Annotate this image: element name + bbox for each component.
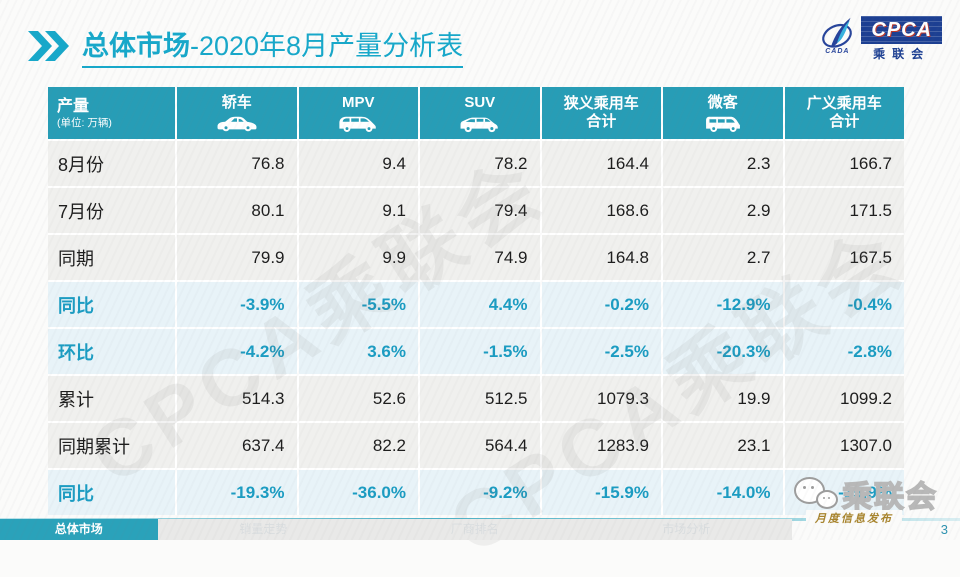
cell-value: 74.9: [420, 235, 540, 280]
cpca-logo: CADA CPCA 乘联会: [816, 16, 942, 62]
mpv-icon: [336, 114, 380, 133]
row-label: 同期累计: [48, 423, 175, 468]
cell-value: -2.5%: [541, 329, 661, 374]
cell-value: 78.2: [420, 141, 540, 186]
cpca-swoosh-icon: CADA: [816, 16, 858, 62]
cell-value: 167.5: [784, 235, 904, 280]
sedan-icon: [215, 114, 259, 133]
column-header-label: 广义乘用车: [806, 95, 882, 112]
table-header-total: 广义乘用车 合计: [784, 87, 904, 139]
cell-value: 637.4: [177, 423, 297, 468]
cpca-logo-text: CPCA 乘联会: [861, 16, 942, 62]
footer-tab-1[interactable]: 总体市场: [0, 519, 158, 540]
cell-value: 19.9: [663, 376, 783, 421]
cell-value: 9.4: [298, 141, 418, 186]
cell-value: 79.4: [420, 188, 540, 233]
footer-tab-bar: 总体市场 销量走势 厂商排名 市场分析: [0, 519, 792, 540]
cell-value: 76.8: [177, 141, 297, 186]
page-number: 3: [940, 522, 948, 537]
wechat-account-label: 乘联会: [841, 480, 938, 515]
cell-value: -15.9%: [541, 470, 661, 515]
cpca-label: CPCA: [861, 16, 942, 44]
cell-value: -0.2%: [541, 282, 661, 327]
double-chevron-icon: [28, 31, 69, 61]
table-header-total: 狭义乘用车 合计: [541, 87, 661, 139]
production-table: 产量 (单位: 万辆) 轿车 MPV SUV 狭义乘用车 合计 微客 广义乘用车 合计 8月份 7…: [48, 87, 904, 515]
cell-value: -1.5%: [420, 329, 540, 374]
cell-value: -5.5%: [298, 282, 418, 327]
cell-value: 1307.0: [784, 423, 904, 468]
cell-value: 9.1: [298, 188, 418, 233]
cell-value: 2.9: [663, 188, 783, 233]
cell-value: 4.4%: [420, 282, 540, 327]
page-title: 总体市场-2020年8月产量分析表: [82, 24, 464, 68]
column-header-label-line2: 合计: [829, 113, 860, 130]
cell-value: 1283.9: [541, 423, 661, 468]
cell-value: 9.9: [298, 235, 418, 280]
page-title-suffix: -2020年8月产量分析表: [190, 31, 464, 61]
cell-value: 23.1: [663, 423, 783, 468]
cell-value: 168.6: [541, 188, 661, 233]
cell-value: -36.0%: [298, 470, 418, 515]
cell-value: -2.8%: [784, 329, 904, 374]
cell-value: 3.6%: [298, 329, 418, 374]
footer-tab-2[interactable]: 销量走势: [239, 522, 288, 536]
row-label: 同期: [48, 235, 175, 280]
table-header-production: 产量 (单位: 万辆): [48, 87, 175, 139]
cell-value: 164.4: [541, 141, 661, 186]
microvan-icon: [701, 114, 745, 133]
cell-value: -12.9%: [663, 282, 783, 327]
wechat-branding: 乘联会: [794, 472, 938, 516]
footer-tab-3[interactable]: 厂商排名: [450, 522, 499, 536]
cell-value: -20.3%: [663, 329, 783, 374]
table-header-microvan: 微客: [663, 87, 783, 139]
cell-value: -19.3%: [177, 470, 297, 515]
row-label: 同比: [48, 470, 175, 515]
publication-label: 月度信息发布: [806, 510, 902, 526]
cell-value: 2.3: [663, 141, 783, 186]
cell-value: 82.2: [298, 423, 418, 468]
cell-value: 166.7: [784, 141, 904, 186]
cell-value: 1099.2: [784, 376, 904, 421]
cell-value: -3.9%: [177, 282, 297, 327]
cell-value: 164.8: [541, 235, 661, 280]
table-header-label: 产量: [57, 97, 90, 115]
wechat-icon: [794, 475, 838, 513]
cell-value: 512.5: [420, 376, 540, 421]
suv-icon: [458, 114, 502, 133]
cell-value: 514.3: [177, 376, 297, 421]
cell-value: 79.9: [177, 235, 297, 280]
cell-value: -4.2%: [177, 329, 297, 374]
table-header-suv: SUV: [420, 87, 540, 139]
cell-value: -9.2%: [420, 470, 540, 515]
cell-value: -14.0%: [663, 470, 783, 515]
cell-value: 52.6: [298, 376, 418, 421]
cell-value: -0.4%: [784, 282, 904, 327]
cell-value: 1079.3: [541, 376, 661, 421]
table-header-unit: (单位: 万辆): [57, 116, 112, 129]
column-header-label-line2: 合计: [586, 113, 617, 130]
cell-value: 171.5: [784, 188, 904, 233]
cpca-cn-label: 乘联会: [873, 47, 931, 61]
column-header-label: MPV: [341, 93, 375, 111]
column-header-label: SUV: [464, 93, 496, 111]
cada-label: CADA: [825, 48, 850, 55]
row-label: 环比: [48, 329, 175, 374]
page-title-prefix: 总体市场: [82, 31, 190, 61]
cell-value: 564.4: [420, 423, 540, 468]
cell-value: 80.1: [177, 188, 297, 233]
row-label: 7月份: [48, 188, 175, 233]
cell-value: 2.7: [663, 235, 783, 280]
row-label: 累计: [48, 376, 175, 421]
footer-tab-4[interactable]: 市场分析: [662, 522, 711, 536]
table-header-sedan: 轿车: [177, 87, 297, 139]
title-bar: 总体市场-2020年8月产量分析表: [28, 24, 464, 68]
row-label: 同比: [48, 282, 175, 327]
column-header-label: 轿车: [221, 93, 252, 111]
column-header-label: 狭义乘用车: [563, 95, 639, 112]
column-header-label: 微客: [707, 93, 738, 111]
row-label: 8月份: [48, 141, 175, 186]
table-header-mpv: MPV: [298, 87, 418, 139]
